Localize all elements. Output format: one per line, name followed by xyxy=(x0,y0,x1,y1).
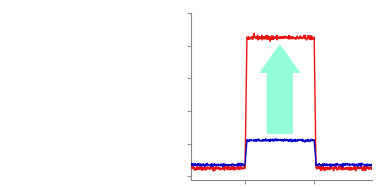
FancyArrow shape xyxy=(259,44,301,134)
